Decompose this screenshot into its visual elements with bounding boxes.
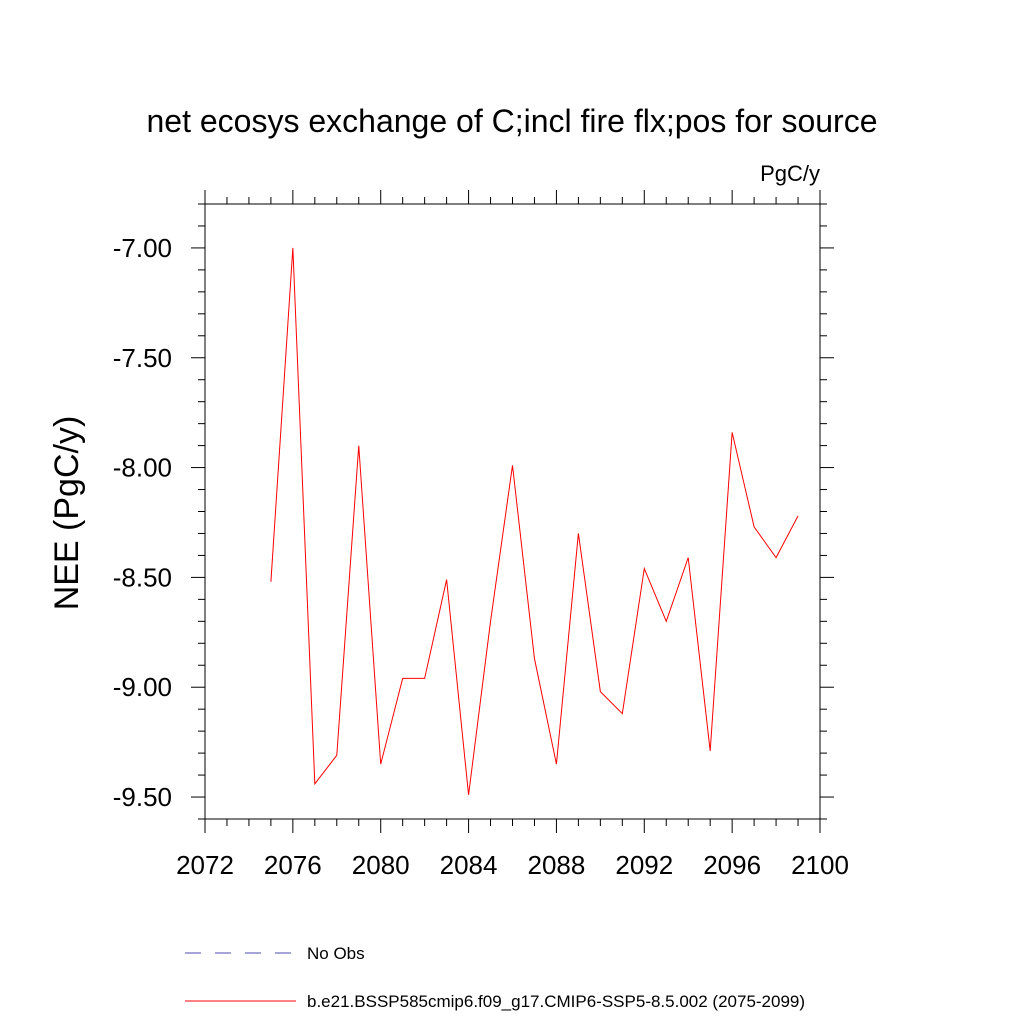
x-tick-label: 2084 <box>440 850 498 880</box>
legend-label: No Obs <box>307 944 365 963</box>
x-tick-label: 2076 <box>264 850 322 880</box>
y-tick-label: -8.50 <box>113 562 172 592</box>
x-tick-label: 2088 <box>528 850 586 880</box>
series-group <box>270 247 799 795</box>
y-tick-label: -8.00 <box>113 453 172 483</box>
x-tick-label: 2092 <box>615 850 673 880</box>
plot-frame <box>204 203 821 820</box>
axis-ticks <box>191 190 834 833</box>
chart-title: net ecosys exchange of C;incl fire flx;p… <box>146 103 877 139</box>
x-tick-label: 2096 <box>703 850 761 880</box>
y-tick-label: -9.00 <box>113 672 172 702</box>
legend: No Obs b.e21.BSSP585cmip6.f09_g17.CMIP6-S… <box>185 944 805 1011</box>
y-axis-title: NEE (PgC/y) <box>48 416 86 611</box>
y-tick-label: -7.00 <box>113 233 172 263</box>
tick-labels: 2072 2076 2080 2084 2088 2092 2096 2100 -7.00 -7.… <box>113 233 849 880</box>
units-label: PgC/y <box>760 161 820 186</box>
y-tick-label: -9.50 <box>113 782 172 812</box>
y-tick-label: -7.50 <box>113 343 172 373</box>
series-line <box>270 247 799 795</box>
x-tick-label: 2080 <box>352 850 410 880</box>
legend-label: b.e21.BSSP585cmip6.f09_g17.CMIP6-SSP5-8.… <box>307 992 805 1011</box>
x-tick-label: 2072 <box>176 850 234 880</box>
x-tick-label: 2100 <box>791 850 849 880</box>
